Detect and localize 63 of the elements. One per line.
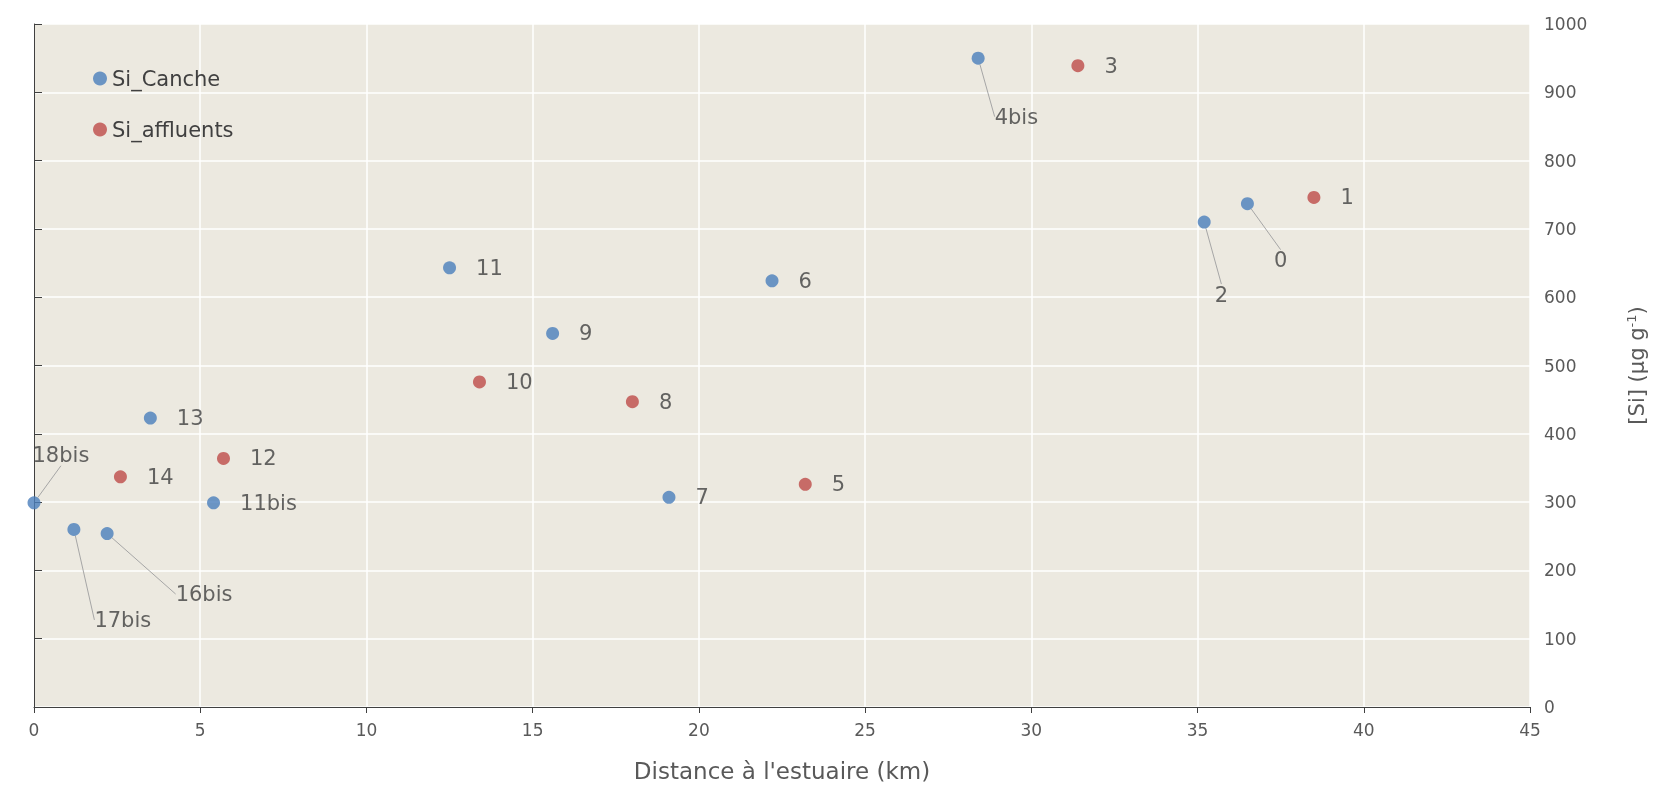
x-tick-label: 15 xyxy=(521,719,544,740)
point xyxy=(798,477,812,491)
point xyxy=(1240,197,1254,211)
x-tick-label: 40 xyxy=(1352,719,1375,740)
annotation: 11 xyxy=(476,255,503,280)
x-tick-label: 20 xyxy=(688,719,710,740)
point xyxy=(207,496,221,510)
point xyxy=(1197,215,1211,229)
y-tick-label: 600 xyxy=(1544,287,1577,308)
y-tick-label: 0 xyxy=(1544,697,1555,717)
annotation: 12 xyxy=(249,446,277,471)
annotation: 0 xyxy=(1273,248,1288,273)
point xyxy=(113,470,127,484)
point xyxy=(625,395,639,409)
point xyxy=(472,375,486,389)
annotation: 16bis xyxy=(175,582,233,607)
annotation: 3 xyxy=(1104,53,1118,78)
y-tick-label: 200 xyxy=(1544,560,1577,581)
annotation: 11bis xyxy=(240,490,297,515)
y-tick-label: 300 xyxy=(1544,492,1577,513)
y-tick-label: 1000 xyxy=(1544,14,1588,34)
point xyxy=(662,490,676,504)
annotation: 17bis xyxy=(94,607,152,632)
annotation: 8 xyxy=(658,389,673,414)
point xyxy=(217,451,230,465)
y-tick-label: 400 xyxy=(1544,423,1577,444)
point xyxy=(546,326,560,340)
point xyxy=(1307,190,1321,204)
point xyxy=(765,274,779,288)
y-tick-label: 900 xyxy=(1544,82,1577,103)
annotation: 6 xyxy=(798,268,812,293)
x-tick-label: 30 xyxy=(1020,719,1043,740)
x-tick-label: 45 xyxy=(1519,719,1541,740)
annotation: 9 xyxy=(579,321,593,346)
annotation: 2 xyxy=(1214,282,1229,307)
y-tick-label: 500 xyxy=(1544,355,1577,376)
annotation: 4bis xyxy=(994,104,1039,129)
x-axis-title: Distance à l'estuaire (km) xyxy=(633,757,931,784)
point xyxy=(27,496,41,510)
annotation: 10 xyxy=(505,369,533,394)
legend-label: Si_affluents xyxy=(112,117,234,143)
point xyxy=(100,527,114,541)
x-tick-label: 25 xyxy=(854,719,876,740)
annotation: 5 xyxy=(831,472,846,497)
annotation: 7 xyxy=(695,485,709,510)
point xyxy=(143,411,157,425)
y-tick-label: 100 xyxy=(1544,628,1577,649)
annotation: 14 xyxy=(146,464,174,489)
point xyxy=(971,51,985,65)
y-axis-title: [Si] (µg g-1) xyxy=(1624,306,1649,425)
point xyxy=(443,261,457,275)
legend-label: Si_Canche xyxy=(112,66,221,92)
y-tick-label: 700 xyxy=(1544,218,1577,239)
y-tick-label: 800 xyxy=(1544,150,1577,171)
x-tick-label: 10 xyxy=(355,719,378,740)
point xyxy=(1071,59,1085,73)
x-tick-label: 0 xyxy=(28,719,40,740)
point xyxy=(67,522,81,536)
x-tick-label: 5 xyxy=(194,719,206,740)
annotation: 13 xyxy=(176,406,204,431)
annotation: 1 xyxy=(1340,185,1354,210)
annotation: 18bis xyxy=(32,443,90,468)
x-tick-label: 35 xyxy=(1186,719,1209,740)
